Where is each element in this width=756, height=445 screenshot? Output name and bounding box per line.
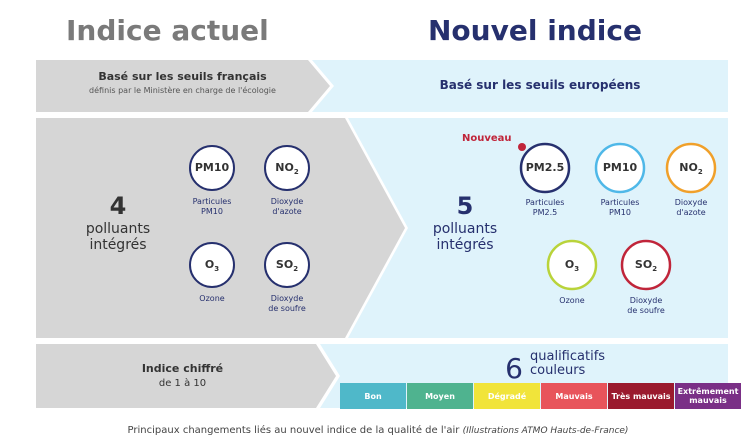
current-pm10-icon [189, 145, 235, 191]
current-so2-caption: Dioxyde de soufre [268, 294, 306, 313]
color-swatch-5: Très mauvais [608, 383, 674, 409]
new-so2-symbol: SO2 [634, 258, 658, 274]
current-scale-title: Indice chiffré [141, 362, 224, 375]
new-o3-symbol: O3 [564, 258, 580, 274]
new-no2-symbol: NO2 [679, 161, 703, 177]
new-o3-icon [546, 239, 598, 291]
new-pm10-icon [594, 142, 646, 194]
current-o3-icon [189, 242, 235, 288]
new-no2-icon [665, 142, 717, 194]
new-pm10-symbol: PM10 [602, 161, 638, 174]
new-pm25-symbol: PM2.5 [525, 161, 565, 174]
color-swatch-3: Dégradé [474, 383, 540, 409]
current-scale-band [36, 344, 336, 408]
new-index-title: Nouvel indice [428, 14, 642, 47]
new-pollutant-count: 5 [456, 192, 474, 220]
new-threshold-title: Basé sur les seuils européens [439, 78, 641, 92]
new-pm10-caption: Particules PM10 [600, 198, 640, 217]
current-no2-caption: Dioxyde d'azote [270, 197, 304, 216]
current-no2-icon [264, 145, 310, 191]
new-so2-icon [620, 239, 672, 291]
current-pollutants-band [36, 118, 405, 338]
current-count-label-2: intégrés [89, 237, 147, 253]
qualifier-count: 6 [505, 352, 523, 385]
qualifier-label: qualificatifs couleurs [530, 349, 606, 378]
new-count-label-2: intégrés [436, 237, 494, 253]
new-badge-dot-icon [518, 143, 526, 151]
current-pm10-symbol: PM10 [194, 161, 230, 174]
current-o3-caption: Ozone [199, 294, 225, 303]
new-pollutant-badge: Nouveau [462, 133, 512, 144]
new-so2-caption: Dioxyde de soufre [627, 296, 665, 315]
current-pollutant-count: 4 [109, 192, 127, 220]
current-so2-icon [264, 242, 310, 288]
color-swatch-6: Extrêmement mauvais [675, 383, 741, 409]
new-pm25-caption: Particules PM2.5 [525, 198, 565, 217]
current-threshold-band [36, 60, 330, 112]
new-threshold-band [312, 60, 728, 112]
color-swatch-1: Bon [340, 383, 406, 409]
current-index-title: Indice actuel [66, 14, 269, 47]
current-scale-range: de 1 à 10 [158, 378, 207, 389]
current-pm10-caption: Particules PM10 [192, 197, 232, 216]
color-swatch-4: Mauvais [541, 383, 607, 409]
new-pm25-icon [519, 142, 571, 194]
color-swatch-2: Moyen [407, 383, 473, 409]
current-threshold-title: Basé sur les seuils français [98, 70, 267, 83]
current-threshold-subtitle: définis par le Ministère en charge de l'… [89, 86, 276, 95]
current-no2-symbol: NO2 [275, 161, 299, 177]
current-count-label-1: polluants [85, 221, 151, 237]
new-o3-caption: Ozone [559, 296, 585, 305]
figure-caption: Principaux changements liés au nouvel in… [127, 425, 629, 436]
current-so2-symbol: SO2 [275, 258, 299, 274]
current-o3-symbol: O3 [204, 258, 220, 274]
new-count-label-1: polluants [432, 221, 498, 237]
new-no2-caption: Dioxyde d'azote [674, 198, 708, 217]
